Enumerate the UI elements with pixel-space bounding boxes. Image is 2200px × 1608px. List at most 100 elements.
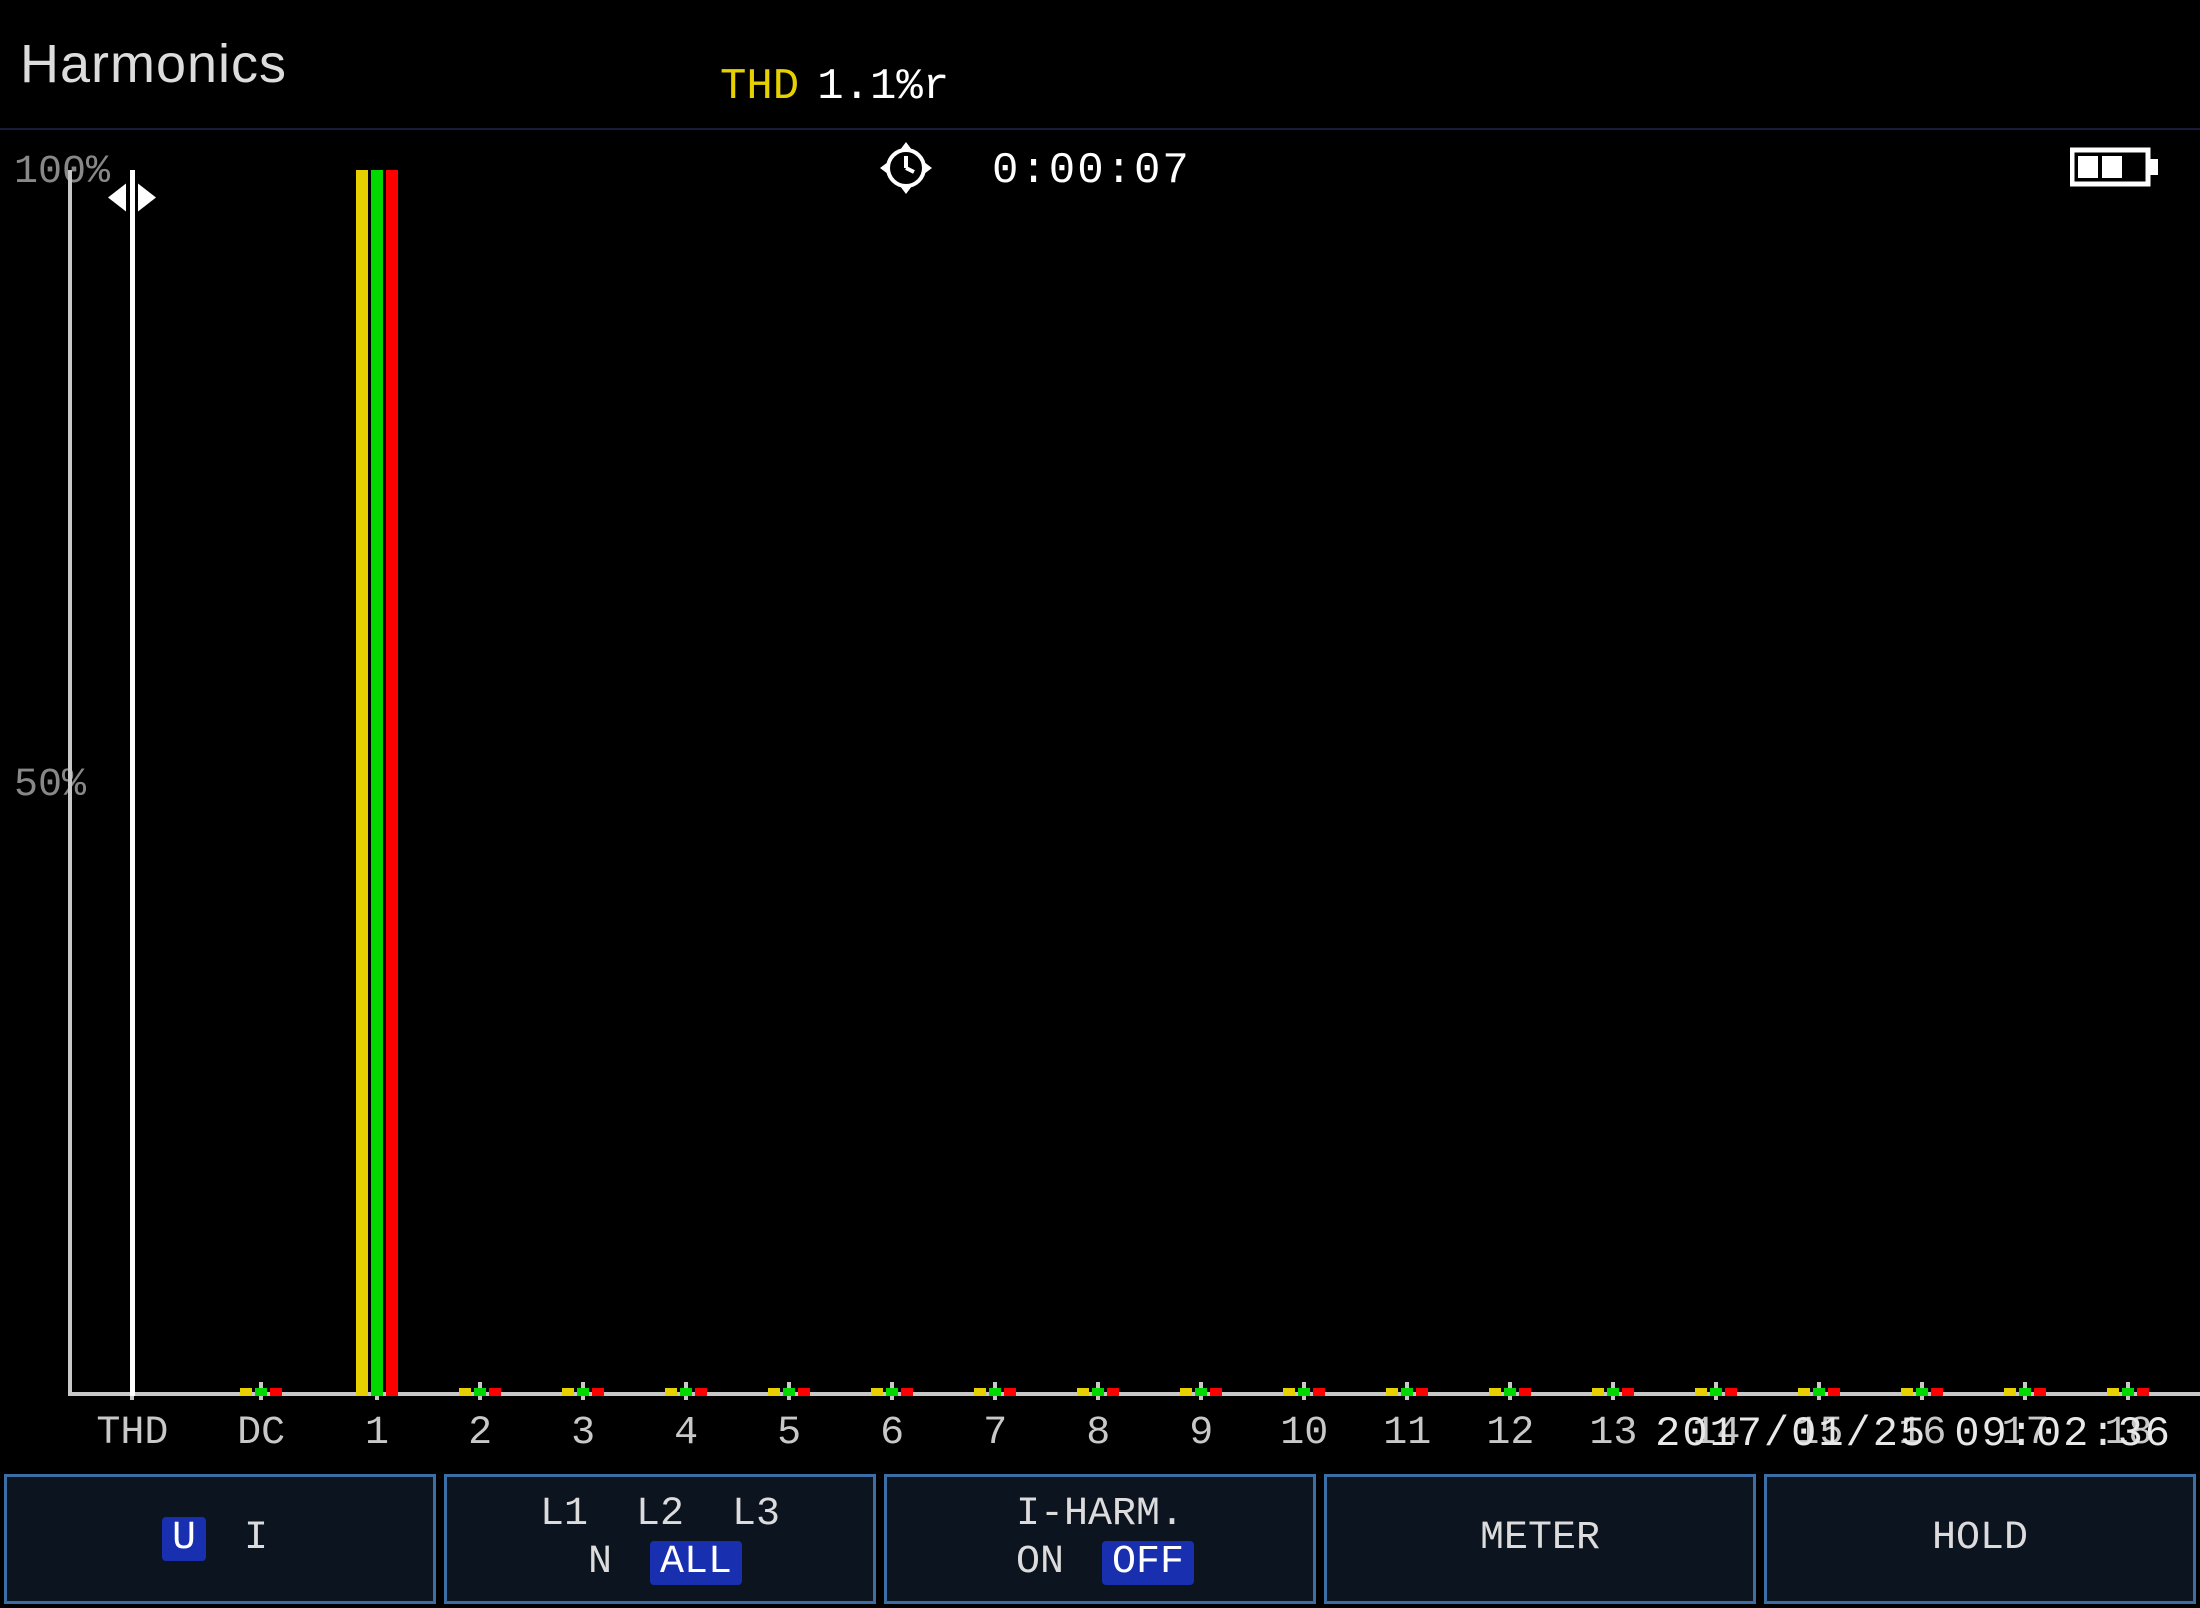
bar-stub-L2-14 bbox=[1710, 1388, 1722, 1396]
bar-stub-L2-9 bbox=[1195, 1388, 1207, 1396]
bar-stub-L3-3 bbox=[592, 1388, 604, 1396]
bar-stub-L1-18 bbox=[2107, 1388, 2119, 1396]
xticklabel-THD: THD bbox=[96, 1411, 168, 1456]
chart-yaxis: 100%50% bbox=[6, 170, 66, 1396]
softkey-option-L3[interactable]: L3 bbox=[722, 1493, 790, 1537]
bar-stub-L1-DC bbox=[240, 1388, 252, 1396]
ytick-100: 100% bbox=[6, 150, 66, 195]
xticklabel-13: 13 bbox=[1589, 1411, 1637, 1456]
softkey-option-ALL[interactable]: ALL bbox=[650, 1541, 742, 1585]
xticklabel-12: 12 bbox=[1486, 1411, 1534, 1456]
bar-stub-L3-18 bbox=[2137, 1388, 2149, 1396]
bar-stub-L3-11 bbox=[1416, 1388, 1428, 1396]
xticklabel-2: 2 bbox=[468, 1411, 492, 1456]
xticklabel-1: 1 bbox=[365, 1411, 389, 1456]
bar-stub-L1-11 bbox=[1386, 1388, 1398, 1396]
chart-plot-area[interactable]: THDDC123456789101112131415161718 bbox=[68, 170, 2180, 1396]
bar-stub-L3-12 bbox=[1519, 1388, 1531, 1396]
bar-stub-L2-3 bbox=[577, 1388, 589, 1396]
bar-stub-L2-6 bbox=[886, 1388, 898, 1396]
bar-stub-L1-16 bbox=[1901, 1388, 1913, 1396]
softkey-option-I[interactable]: I bbox=[234, 1517, 278, 1561]
xticklabel-3: 3 bbox=[571, 1411, 595, 1456]
bar-stub-L3-10 bbox=[1313, 1388, 1325, 1396]
bar-stub-L1-13 bbox=[1592, 1388, 1604, 1396]
bar-stub-L1-17 bbox=[2004, 1388, 2016, 1396]
softkey-option-ON[interactable]: ON bbox=[1006, 1541, 1074, 1585]
softkey-iharm-title: I-HARM. bbox=[1016, 1493, 1184, 1537]
softkey-bar: UI L1 L2 L3 N ALL I-HARM.ON OFF METER HOLD bbox=[0, 1474, 2200, 1608]
softkey-hold[interactable]: HOLD bbox=[1764, 1474, 2196, 1604]
battery-icon bbox=[2070, 146, 2160, 193]
bar-stub-L3-8 bbox=[1107, 1388, 1119, 1396]
bar-stub-L3-7 bbox=[1004, 1388, 1016, 1396]
xticklabel-7: 7 bbox=[983, 1411, 1007, 1456]
bar-stub-L3-16 bbox=[1931, 1388, 1943, 1396]
xticklabel-5: 5 bbox=[777, 1411, 801, 1456]
bar-stub-L3-17 bbox=[2034, 1388, 2046, 1396]
xticklabel-8: 8 bbox=[1086, 1411, 1110, 1456]
bar-stub-L3-4 bbox=[695, 1388, 707, 1396]
chart-cursor[interactable] bbox=[130, 170, 135, 1396]
bar-stub-L3-5 bbox=[798, 1388, 810, 1396]
softkey-option-U[interactable]: U bbox=[162, 1517, 206, 1561]
cursor-handle-icon[interactable] bbox=[108, 180, 156, 221]
softkey-iharm[interactable]: I-HARM.ON OFF bbox=[884, 1474, 1316, 1604]
bar-stub-L1-14 bbox=[1695, 1388, 1707, 1396]
softkey-option-OFF[interactable]: OFF bbox=[1102, 1541, 1194, 1585]
thd-readout: THD 1.1%r bbox=[720, 62, 949, 112]
page-title: Harmonics bbox=[20, 33, 287, 95]
softkey-option-N[interactable]: N bbox=[578, 1541, 622, 1585]
bar-stub-L1-2 bbox=[459, 1388, 471, 1396]
datetime: 2017/01/25 09:02:36 bbox=[1655, 1410, 2172, 1458]
bar-stub-L1-8 bbox=[1077, 1388, 1089, 1396]
bar-stub-L1-5 bbox=[768, 1388, 780, 1396]
xticklabel-DC: DC bbox=[237, 1411, 285, 1456]
bar-stub-L3-6 bbox=[901, 1388, 913, 1396]
bar-stub-L3-DC bbox=[270, 1388, 282, 1396]
ytick-50: 50% bbox=[6, 763, 66, 808]
bar-stub-L2-5 bbox=[783, 1388, 795, 1396]
recording-clock-icon bbox=[880, 142, 932, 199]
bar-stub-L1-10 bbox=[1283, 1388, 1295, 1396]
softkey-ui-mode[interactable]: UI bbox=[4, 1474, 436, 1604]
bar-stub-L2-17 bbox=[2019, 1388, 2031, 1396]
softkey-option-L2[interactable]: L2 bbox=[626, 1493, 694, 1537]
header-bar: Harmonics THD 1.1%r bbox=[0, 0, 2200, 130]
bar-stub-L2-15 bbox=[1813, 1388, 1825, 1396]
xticklabel-6: 6 bbox=[880, 1411, 904, 1456]
bar-stub-L1-4 bbox=[665, 1388, 677, 1396]
bar-stub-L3-9 bbox=[1210, 1388, 1222, 1396]
xticklabel-9: 9 bbox=[1189, 1411, 1213, 1456]
bar-stub-L1-6 bbox=[871, 1388, 883, 1396]
softkey-hold-label: HOLD bbox=[1932, 1517, 2028, 1561]
bar-stub-L1-7 bbox=[974, 1388, 986, 1396]
bar-L2-1 bbox=[371, 170, 383, 1396]
bar-stub-L1-12 bbox=[1489, 1388, 1501, 1396]
softkey-option-L1[interactable]: L1 bbox=[530, 1493, 598, 1537]
bar-stub-L1-15 bbox=[1798, 1388, 1810, 1396]
xticklabel-11: 11 bbox=[1383, 1411, 1431, 1456]
bar-L3-1 bbox=[386, 170, 398, 1396]
xticklabel-10: 10 bbox=[1280, 1411, 1328, 1456]
bar-stub-L2-10 bbox=[1298, 1388, 1310, 1396]
xticklabel-4: 4 bbox=[674, 1411, 698, 1456]
elapsed-time: 0:00:07 bbox=[992, 146, 1191, 196]
bar-stub-L2-11 bbox=[1401, 1388, 1413, 1396]
bar-stub-L1-9 bbox=[1180, 1388, 1192, 1396]
bar-stub-L3-2 bbox=[489, 1388, 501, 1396]
bar-stub-L2-7 bbox=[989, 1388, 1001, 1396]
bar-stub-L3-14 bbox=[1725, 1388, 1737, 1396]
status-row: 0:00:07 bbox=[880, 142, 1191, 199]
softkey-phase-select[interactable]: L1 L2 L3 N ALL bbox=[444, 1474, 876, 1604]
bar-stub-L2-DC bbox=[255, 1388, 267, 1396]
softkey-meter[interactable]: METER bbox=[1324, 1474, 1756, 1604]
harmonics-chart: 0:00:07 100%50% THDDC1234567891011121314… bbox=[0, 130, 2200, 1474]
thd-value: 1.1%r bbox=[817, 62, 949, 112]
bar-stub-L2-12 bbox=[1504, 1388, 1516, 1396]
bar-stub-L3-15 bbox=[1828, 1388, 1840, 1396]
yaxis-line bbox=[68, 170, 72, 1396]
softkey-meter-label: METER bbox=[1480, 1517, 1600, 1561]
bar-stub-L2-8 bbox=[1092, 1388, 1104, 1396]
bar-stub-L2-2 bbox=[474, 1388, 486, 1396]
